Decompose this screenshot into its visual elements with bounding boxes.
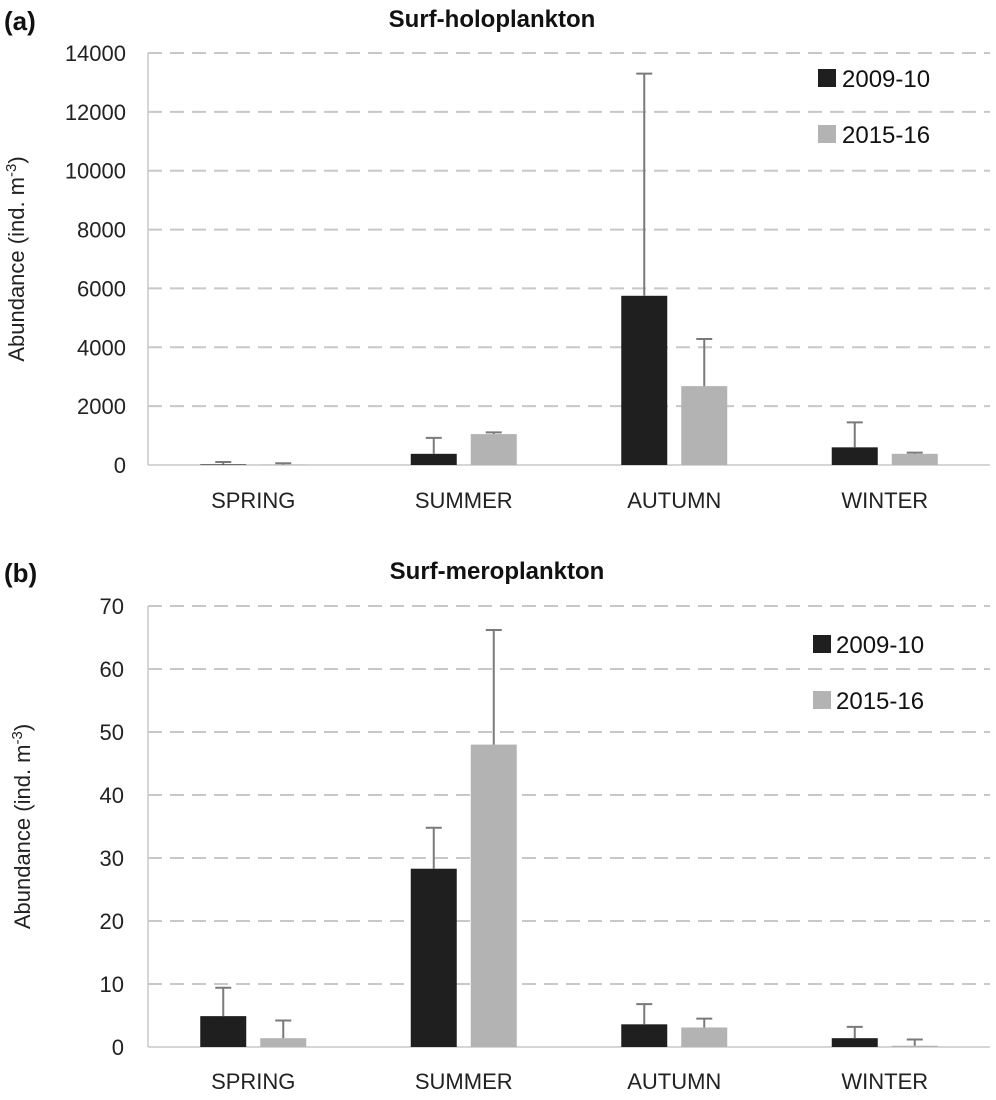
x-tick-label: SUMMER [415,1069,513,1094]
bar-2009-10-summer [410,868,457,1047]
panel-a: (a) Surf-holoplankton 0 2000 4000 6000 8000 100… [3,6,990,513]
legend: 2009-10 2015-16 [818,66,930,149]
y-tick-label: 30 [100,846,124,871]
y-tick-label: 12000 [65,100,126,125]
y-tick-label: 2000 [77,394,126,419]
y-tick-label: 10 [100,972,124,997]
y-tick-label: 10000 [65,159,126,184]
y-axis-label-superscript: -3 [3,164,20,177]
chart-title: Surf-meroplankton [390,558,605,585]
y-tick-label: 70 [100,594,124,619]
x-tick-label: SUMMER [415,488,513,513]
y-tick-label: 4000 [77,335,126,360]
chart-title: Surf-holoplankton [389,6,596,33]
bar-2015-16-winter [891,453,938,465]
y-tick-label: 40 [100,783,124,808]
bar-2015-16-spring [260,1038,307,1047]
y-tick-label: 20 [100,909,124,934]
bar-2015-16-winter [891,1045,938,1047]
legend-swatch-2015-16 [818,125,836,143]
bar-2009-10-autumn [621,295,668,465]
y-tick-label: 14000 [65,41,126,66]
y-axis-label-text: Abundance (ind. m [10,745,35,930]
x-tick-label: WINTER [841,488,928,513]
y-axis-label-close: ) [10,724,35,731]
panel-label: (a) [4,6,36,36]
bar-2009-10-winter [831,447,878,465]
bar-2009-10-winter [831,1038,878,1047]
bar-2009-10-spring [200,1016,247,1047]
x-tick-label: SPRING [211,488,295,513]
legend-swatch-2009-10 [813,635,831,653]
legend-label: 2009-10 [836,632,924,659]
x-tick-label: AUTUMN [627,488,721,513]
y-tick-label: 6000 [77,276,126,301]
x-tick-label: AUTUMN [627,1069,721,1094]
bar-2015-16-autumn [681,386,728,465]
y-axis-label-text: Abundance (ind. m [4,177,29,362]
legend-label: 2009-10 [842,66,930,93]
legend-label: 2015-16 [836,688,924,715]
legend-swatch-2015-16 [813,691,831,709]
y-tick-label: 60 [100,657,124,682]
y-tick-label: 0 [112,1035,124,1060]
panel-b: (b) Surf-meroplankton 0 10 20 30 40 50 60 70 Abund… [4,558,990,1094]
bar-2009-10-autumn [621,1024,668,1047]
legend-swatch-2009-10 [818,69,836,87]
bar-2009-10-summer [410,453,457,465]
legend: 2009-10 2015-16 [813,632,924,715]
y-axis-label-close: ) [4,156,29,163]
y-axis-label-superscript: -3 [9,731,26,744]
bar-2009-10-spring [200,464,247,465]
y-tick-label: 8000 [77,218,126,243]
y-tick-label: 50 [100,720,124,745]
legend-label: 2015-16 [842,122,930,149]
x-tick-label: WINTER [841,1069,928,1094]
bar-2015-16-summer [470,434,517,465]
bar-2015-16-summer [470,744,517,1047]
panel-label: (b) [4,558,37,588]
bar-2015-16-autumn [681,1027,728,1047]
y-tick-label: 0 [114,453,126,478]
y-axis-label: Abundance (ind. m-3) [3,156,29,361]
x-tick-label: SPRING [211,1069,295,1094]
y-axis-label: Abundance (ind. m-3) [9,724,35,929]
